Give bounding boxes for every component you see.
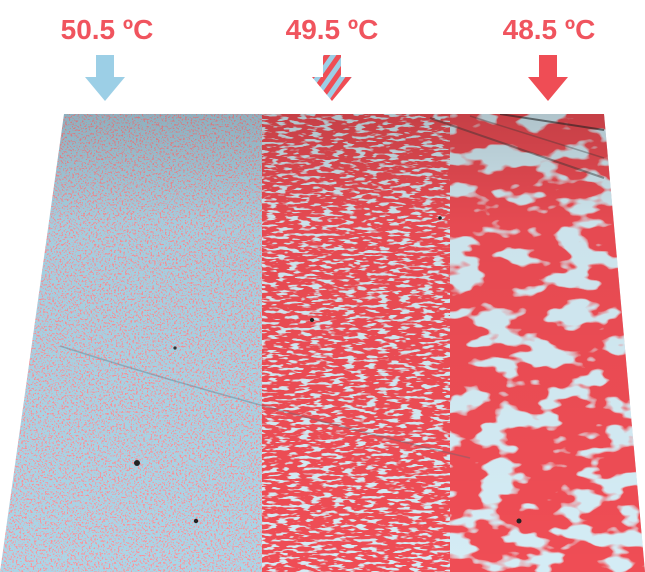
down-arrow-striped-icon	[312, 55, 352, 101]
down-arrow-red-icon	[528, 55, 568, 101]
down-arrow-blue-icon	[85, 55, 125, 101]
temperature-label-50-5: 50.5 ºC	[60, 14, 154, 45]
phase-surface-image	[0, 108, 645, 572]
temperature-label-48-5: 48.5 ºC	[502, 14, 596, 45]
temperature-label-49-5: 49.5 ºC	[285, 14, 379, 45]
